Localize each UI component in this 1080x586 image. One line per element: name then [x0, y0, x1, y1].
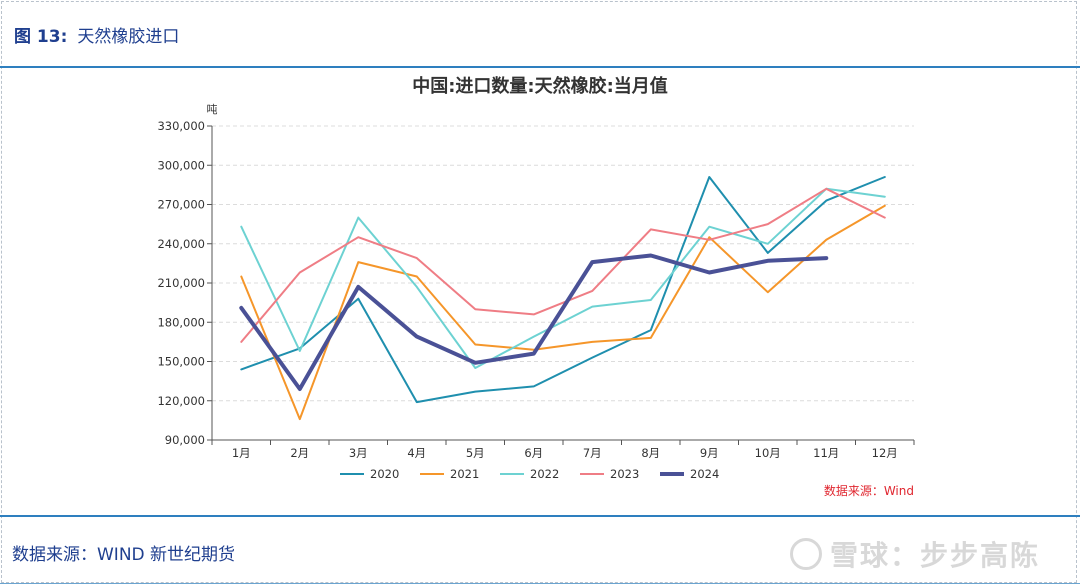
source-text: 数据来源：WIND 新世纪期货: [12, 545, 236, 565]
bottom-divider: [0, 583, 1080, 584]
x-tick-label: 9月: [700, 446, 719, 460]
x-tick-label: 10月: [755, 446, 781, 460]
series-line-2023: [240, 187, 886, 343]
y-tick-label: 210,000: [157, 276, 205, 290]
x-tick-label: 5月: [466, 446, 485, 460]
legend-label-2021: 2021: [450, 467, 479, 481]
snowball-logo-icon: [790, 538, 822, 570]
legend-label-2020: 2020: [370, 467, 399, 481]
x-tick-label: 6月: [524, 446, 543, 460]
legend-label-2022: 2022: [530, 467, 559, 481]
y-tick-labels: 90,000 120,000 150,000 180,000 210,000 240,00…: [157, 119, 205, 447]
legend-label-2023: 2023: [610, 467, 639, 481]
x-tick-label: 2月: [290, 446, 309, 460]
chart-source-note: 数据来源：Wind: [824, 483, 914, 498]
watermark: 雪球：步步高陈: [790, 534, 1040, 574]
y-tick-label: 240,000: [157, 237, 205, 251]
y-axis-unit: 吨: [207, 103, 218, 116]
figure-header: 图 13: 天然橡胶进口: [0, 0, 1080, 66]
x-tick-label: 1月: [232, 446, 251, 460]
y-tick-label: 150,000: [157, 355, 205, 369]
figure-title: 天然橡胶进口: [77, 27, 180, 47]
y-tick-label: 180,000: [157, 315, 205, 329]
watermark-text: 雪球：步步高陈: [830, 539, 1041, 572]
axes: [207, 125, 915, 445]
chart-title: 中国:进口数量:天然橡胶:当月值: [412, 75, 668, 97]
y-tick-label: 330,000: [157, 119, 205, 133]
series-lines: [239, 176, 886, 421]
y-tick-label: 90,000: [165, 433, 205, 447]
x-tick-label: 11月: [813, 446, 839, 460]
x-tick-label: 3月: [349, 446, 368, 460]
figure-number: 图 13:: [14, 27, 68, 47]
y-tick-label: 270,000: [157, 198, 205, 212]
y-tick-label: 300,000: [157, 158, 205, 172]
figure-caption: 图 13: 天然橡胶进口: [14, 22, 179, 47]
series-line-2022: [240, 187, 886, 369]
footer-divider: [0, 515, 1080, 517]
x-tick-label: 7月: [583, 446, 602, 460]
header-divider: [0, 66, 1080, 68]
chart-legend: 2020 2021 2022 2023 2024: [340, 467, 719, 481]
y-tick-label: 120,000: [157, 394, 205, 408]
x-tick-label: 12月: [872, 446, 898, 460]
legend-label-2024: 2024: [690, 467, 719, 481]
x-tick-labels: 1月 2月 3月 4月 5月 6月 7月 8月 9月 10月 11月 12月: [232, 446, 898, 460]
series-line-2024: [239, 253, 829, 391]
x-tick-label: 8月: [641, 446, 660, 460]
x-tick-label: 4月: [407, 446, 426, 460]
series-line-2021: [240, 204, 886, 421]
